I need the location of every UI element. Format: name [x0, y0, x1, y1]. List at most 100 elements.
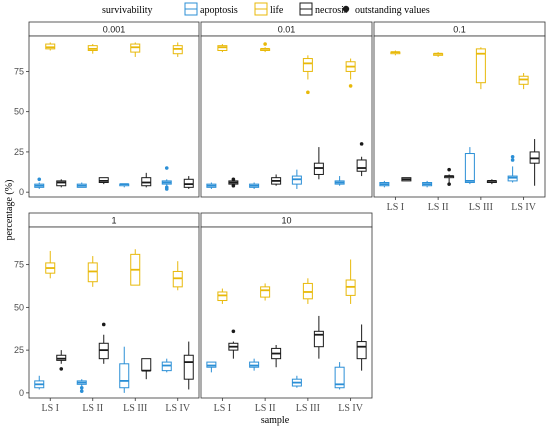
box-apoptosis [249, 358, 260, 371]
y-tick-label: 0 [19, 388, 24, 398]
box-apoptosis [206, 182, 217, 189]
box-life [87, 256, 98, 287]
x-tick-label: LS I [42, 403, 60, 414]
box-life [45, 42, 56, 51]
box-necrosis [271, 174, 282, 186]
y-axis-title: percentage (%) [4, 180, 15, 241]
box-life [345, 259, 356, 304]
legend-label-life: life [270, 5, 284, 16]
outlier-point [510, 158, 515, 162]
box-life [130, 249, 141, 286]
box-life [260, 283, 271, 301]
panel-frame [200, 226, 373, 399]
box-apoptosis [334, 362, 345, 390]
box-apoptosis [161, 358, 172, 373]
box-life [518, 73, 529, 90]
box-necrosis [141, 358, 152, 380]
outlier-point [231, 329, 236, 334]
box-apoptosis [422, 180, 433, 188]
box-necrosis [183, 341, 194, 390]
box-life [475, 47, 486, 90]
outlier-point [231, 183, 236, 188]
y-tick-label: 25 [14, 147, 24, 157]
outlier-point [447, 167, 451, 172]
box-iqr [356, 159, 367, 172]
box-life [260, 42, 271, 53]
panel-strip-label: 10 [281, 216, 291, 226]
box-life [345, 58, 356, 88]
panel-frame [28, 35, 200, 198]
box-necrosis [228, 329, 239, 359]
outlier-point [79, 389, 84, 393]
outlier-point [359, 142, 364, 146]
box-apoptosis [379, 180, 390, 188]
box-necrosis [56, 179, 67, 188]
x-tick-label: LS IV [511, 202, 537, 213]
box-necrosis [98, 177, 109, 185]
box-iqr [464, 153, 475, 184]
legend-title: survivability [102, 5, 153, 16]
panel-0.1: 0.1 [373, 21, 546, 198]
box-life [172, 261, 183, 291]
x-tick-label: LS II [82, 403, 103, 414]
box-life [130, 42, 141, 57]
box-life [433, 52, 444, 57]
box-life [302, 55, 313, 95]
box-apoptosis [34, 375, 45, 390]
box-necrosis [56, 350, 67, 371]
box-necrosis [141, 172, 152, 188]
outlier-point [447, 182, 451, 186]
box-apoptosis [76, 182, 87, 188]
outlier-point [164, 187, 169, 191]
x-tick-label: LS II [255, 403, 276, 414]
outlier-point [37, 177, 42, 182]
box-life [390, 50, 401, 56]
box-iqr [356, 341, 367, 360]
panel-frame [28, 226, 200, 399]
box-necrosis [486, 179, 497, 185]
outlier-point [348, 84, 353, 88]
y-tick-label: 50 [14, 302, 24, 312]
panel-1: 1 [28, 212, 200, 399]
box-life [302, 278, 313, 304]
box-apoptosis [249, 182, 260, 189]
box-iqr [119, 363, 130, 389]
box-life [217, 288, 228, 304]
box-necrosis [183, 176, 194, 189]
box-apoptosis [507, 154, 518, 183]
outlier-point [231, 177, 236, 182]
panel-0.01: 0.01 [200, 21, 373, 198]
x-tick-label: LS I [387, 202, 405, 213]
panel-strip-label: 0.01 [278, 25, 296, 35]
outlier-point [79, 385, 84, 390]
y-tick-label: 50 [14, 107, 24, 117]
panel-frame [200, 35, 373, 198]
x-tick-label: LS III [296, 403, 320, 414]
legend: survivability apoptosis life necrosis outst… [102, 2, 430, 16]
box-apoptosis [161, 166, 172, 191]
y-tick-label: 75 [14, 66, 24, 76]
panel-strip-label: 1 [111, 216, 116, 226]
box-life [172, 42, 183, 57]
box-apoptosis [119, 346, 130, 393]
legend-key-outstanding-values [342, 5, 350, 13]
box-apoptosis [334, 176, 345, 186]
box-necrosis [313, 315, 324, 359]
box-necrosis [529, 139, 540, 186]
y-tick-label: 0 [19, 187, 24, 197]
x-tick-label: LS III [123, 403, 147, 414]
box-apoptosis [464, 147, 475, 185]
panel-strip-label: 0.001 [103, 25, 126, 35]
box-apoptosis [34, 177, 45, 189]
outlier-point [164, 166, 169, 170]
box-apoptosis [291, 375, 302, 388]
x-tick-label: LS III [469, 202, 493, 213]
box-necrosis [444, 167, 455, 186]
box-necrosis [313, 147, 324, 180]
panel-strip-label: 0.1 [453, 25, 466, 35]
box-iqr [260, 286, 271, 298]
y-tick-label: 75 [14, 260, 24, 270]
box-iqr [334, 366, 345, 389]
panel-frame [373, 35, 546, 198]
